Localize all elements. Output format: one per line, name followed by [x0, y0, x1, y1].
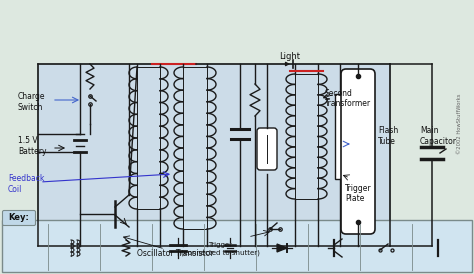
Text: Second
Transformer: Second Transformer [325, 89, 371, 109]
FancyBboxPatch shape [257, 128, 277, 170]
FancyBboxPatch shape [2, 210, 36, 226]
FancyBboxPatch shape [341, 69, 375, 234]
Bar [38, 64, 390, 246]
Text: Key:: Key: [9, 213, 29, 222]
Text: Oscillator Transistor: Oscillator Transistor [137, 250, 213, 258]
Text: Feedback
Coil: Feedback Coil [8, 174, 45, 194]
Text: Light: Light [280, 52, 301, 61]
Text: Trigger
(connected to shutter): Trigger (connected to shutter) [181, 242, 259, 255]
Bar [335, 94, 345, 179]
Text: Main
Capacitor: Main Capacitor [420, 126, 457, 146]
Text: Flash
Tube: Flash Tube [378, 126, 398, 146]
Polygon shape [277, 244, 287, 252]
Bar [2, 220, 472, 272]
Text: Charge
Switch: Charge Switch [18, 92, 46, 112]
Text: ©2002 HowStuffWorks: ©2002 HowStuffWorks [457, 94, 463, 154]
Text: 1.5 V
Battery: 1.5 V Battery [18, 136, 46, 156]
Text: Trigger
Plate: Trigger Plate [345, 184, 372, 203]
